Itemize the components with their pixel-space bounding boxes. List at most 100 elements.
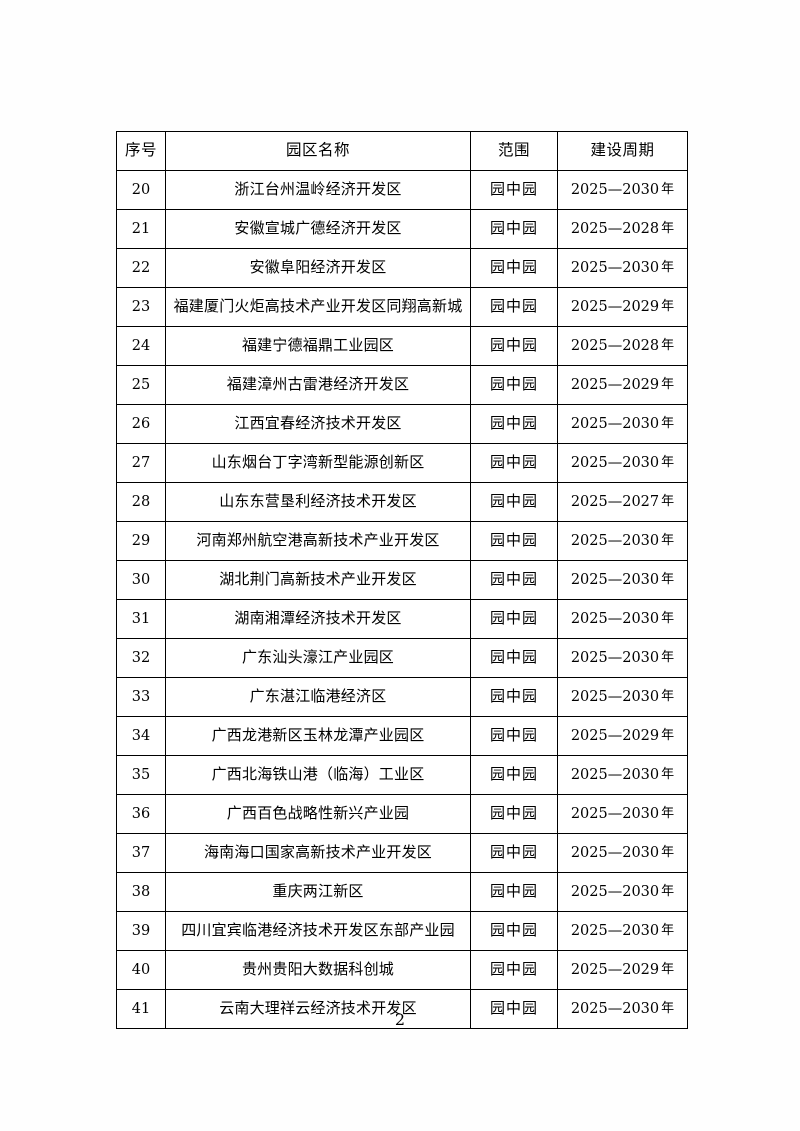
cell-period: 2025—2030 年 [557,404,688,444]
cell-period: 2025—2027 年 [557,482,688,522]
cell-period: 2025—2030 年 [557,248,688,288]
cell-period: 2025—2029 年 [557,365,688,405]
period-unit: 年 [661,571,675,587]
cell-period: 2025—2030 年 [557,443,688,483]
cell-park-name: 广东汕头濠江产业园区 [165,638,471,678]
period-range: 2025—2030 [570,259,660,276]
table-row: 29 河南郑州航空港高新技术产业开发区 园中园 2025—2030 年 [116,521,688,561]
period-range: 2025—2030 [570,805,660,822]
cell-seq: 26 [116,404,166,444]
cell-park-name: 山东东营垦利经济技术开发区 [165,482,471,522]
period-unit: 年 [661,532,675,548]
cell-scope: 园中园 [470,521,558,561]
cell-park-name: 山东烟台丁字湾新型能源创新区 [165,443,471,483]
cell-park-name: 重庆两江新区 [165,872,471,912]
cell-park-name: 湖南湘潭经济技术开发区 [165,599,471,639]
table-row: 24 福建宁德福鼎工业园区 园中园 2025—2028 年 [116,326,688,366]
cell-scope: 园中园 [470,599,558,639]
table-body: 20 浙江台州温岭经济开发区 园中园 2025—2030 年 21 安徽宣城广德经济开发区园… [116,170,688,1029]
cell-seq: 25 [116,365,166,405]
cell-scope: 园中园 [470,911,558,951]
cell-period: 2025—2029 年 [557,950,688,990]
cell-park-name: 安徽阜阳经济开发区 [165,248,471,288]
cell-period: 2025—2030 年 [557,872,688,912]
period-range: 2025—2030 [570,649,660,666]
period-unit: 年 [661,727,675,743]
cell-park-name: 广西龙港新区玉林龙潭产业园区 [165,716,471,756]
cell-park-name: 安徽宣城广德经济开发区 [165,209,471,249]
cell-seq: 32 [116,638,166,678]
period-range: 2025—2029 [570,298,660,315]
cell-seq: 34 [116,716,166,756]
table-row: 31 湖南湘潭经济技术开发区 园中园 2025—2030 年 [116,599,688,639]
period-range: 2025—2030 [570,181,660,198]
period-unit: 年 [661,298,675,314]
table-header: 序号 园区名称 范围 建设周期 [116,131,688,171]
cell-period: 2025—2030 年 [557,677,688,717]
cell-seq: 40 [116,950,166,990]
cell-scope: 园中园 [470,326,558,366]
cell-park-name: 四川宜宾临港经济技术开发区东部产业园 [165,911,471,951]
cell-seq: 28 [116,482,166,522]
period-unit: 年 [661,493,675,509]
table-row: 33 广东湛江临港经济区 园中园 2025—2030 年 [116,677,688,717]
period-unit: 年 [661,922,675,938]
cell-period: 2025—2030 年 [557,638,688,678]
cell-scope: 园中园 [470,560,558,600]
cell-scope: 园中园 [470,833,558,873]
cell-park-name: 广东湛江临港经济区 [165,677,471,717]
period-unit: 年 [661,376,675,392]
cell-park-name: 湖北荆门高新技术产业开发区 [165,560,471,600]
period-unit: 年 [661,766,675,782]
period-range: 2025—2030 [570,766,660,783]
period-range: 2025—2027 [570,493,660,510]
table-row: 40 贵州贵阳大数据科创城 园中园 2025—2029 年 [116,950,688,990]
period-unit: 年 [661,1000,675,1016]
cell-scope: 园中园 [470,170,558,210]
period-range: 2025—2030 [570,688,660,705]
cell-seq: 41 [116,989,166,1029]
cell-seq: 39 [116,911,166,951]
table-row: 25 福建漳州古雷港经济开发区 园中园 2025—2029 年 [116,365,688,405]
cell-period: 2025—2030 年 [557,521,688,561]
table-row: 38 重庆两江新区 园中园 2025—2030 年 [116,872,688,912]
column-header-scope: 范围 [470,131,558,171]
cell-seq: 30 [116,560,166,600]
period-range: 2025—2028 [570,220,660,237]
cell-scope: 园中园 [470,248,558,288]
cell-park-name: 海南海口国家高新技术产业开发区 [165,833,471,873]
period-unit: 年 [661,688,675,704]
cell-scope: 园中园 [470,677,558,717]
cell-seq: 24 [116,326,166,366]
period-unit: 年 [661,883,675,899]
table-row: 22 安徽阜阳经济开发区 园中园 2025—2030 年 [116,248,688,288]
period-unit: 年 [661,454,675,470]
period-range: 2025—2028 [570,337,660,354]
table-row: 21 安徽宣城广德经济开发区 园中园 2025—2028 年 [116,209,688,249]
cell-seq: 37 [116,833,166,873]
cell-period: 2025—2030 年 [557,989,688,1029]
cell-period: 2025—2030 年 [557,911,688,951]
period-unit: 年 [661,961,675,977]
cell-seq: 38 [116,872,166,912]
period-unit: 年 [661,649,675,665]
table-row: 20 浙江台州温岭经济开发区 园中园 2025—2030 年 [116,170,688,210]
period-range: 2025—2029 [570,376,660,393]
period-unit: 年 [661,805,675,821]
cell-seq: 27 [116,443,166,483]
cell-park-name: 贵州贵阳大数据科创城 [165,950,471,990]
cell-park-name: 福建宁德福鼎工业园区 [165,326,471,366]
cell-period: 2025—2028 年 [557,326,688,366]
table-row: 39 四川宜宾临港经济技术开发区东部产业园 园中园 2025—2030 年 [116,911,688,951]
cell-park-name: 福建厦门火炬高技术产业开发区同翔高新城 [165,287,471,327]
cell-scope: 园中园 [470,365,558,405]
period-range: 2025—2029 [570,961,660,978]
period-unit: 年 [661,844,675,860]
cell-period: 2025—2030 年 [557,560,688,600]
period-unit: 年 [661,610,675,626]
cell-period: 2025—2029 年 [557,287,688,327]
period-range: 2025—2030 [570,922,660,939]
cell-seq: 33 [116,677,166,717]
column-header-period: 建设周期 [557,131,688,171]
